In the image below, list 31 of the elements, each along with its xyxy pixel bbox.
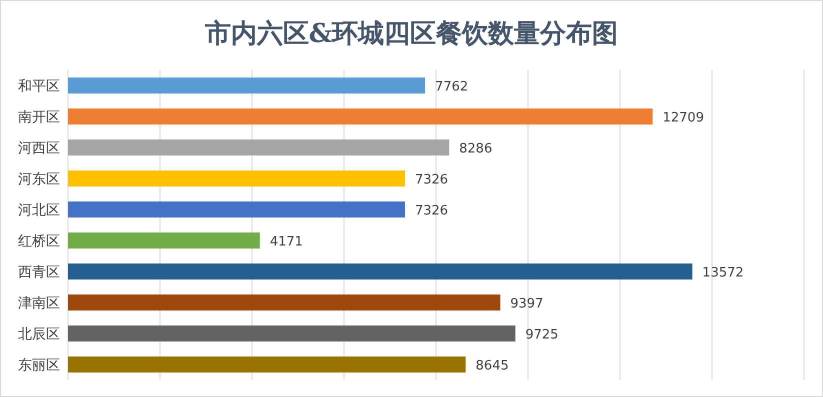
bar — [68, 232, 260, 248]
bar — [68, 140, 450, 156]
bar — [68, 170, 405, 186]
y-tick-label: 北辰区 — [18, 326, 60, 342]
data-label: 9397 — [510, 296, 544, 312]
data-label: 8286 — [459, 142, 492, 156]
data-label: 9725 — [525, 328, 558, 342]
y-tick-label: 红桥区 — [18, 234, 60, 250]
chart-title: 市内六区&环城四区餐饮数量分布图 — [204, 19, 618, 49]
data-label: 4171 — [270, 234, 303, 250]
data-label: 12709 — [662, 110, 704, 126]
y-tick-label: 西青区 — [18, 264, 60, 280]
data-label: 7326 — [414, 204, 448, 218]
data-label: 7762 — [435, 80, 468, 94]
y-tick-label: 南开区 — [18, 110, 60, 126]
bar — [68, 202, 405, 218]
bar — [68, 294, 500, 310]
bar — [68, 264, 692, 280]
y-tick-label: 河北区 — [18, 202, 60, 218]
bar — [68, 78, 426, 94]
bar — [68, 108, 653, 124]
y-tick-label: 河西区 — [18, 140, 60, 156]
bar — [68, 356, 466, 372]
y-tick-label: 和平区 — [18, 78, 60, 94]
y-tick-label: 津南区 — [18, 296, 60, 312]
data-label: 7326 — [414, 172, 448, 188]
y-tick-label: 东丽区 — [18, 358, 60, 374]
data-label: 8645 — [476, 358, 509, 374]
bar — [68, 326, 516, 342]
data-label: 13572 — [702, 266, 744, 280]
y-tick-label: 河东区 — [18, 172, 60, 188]
